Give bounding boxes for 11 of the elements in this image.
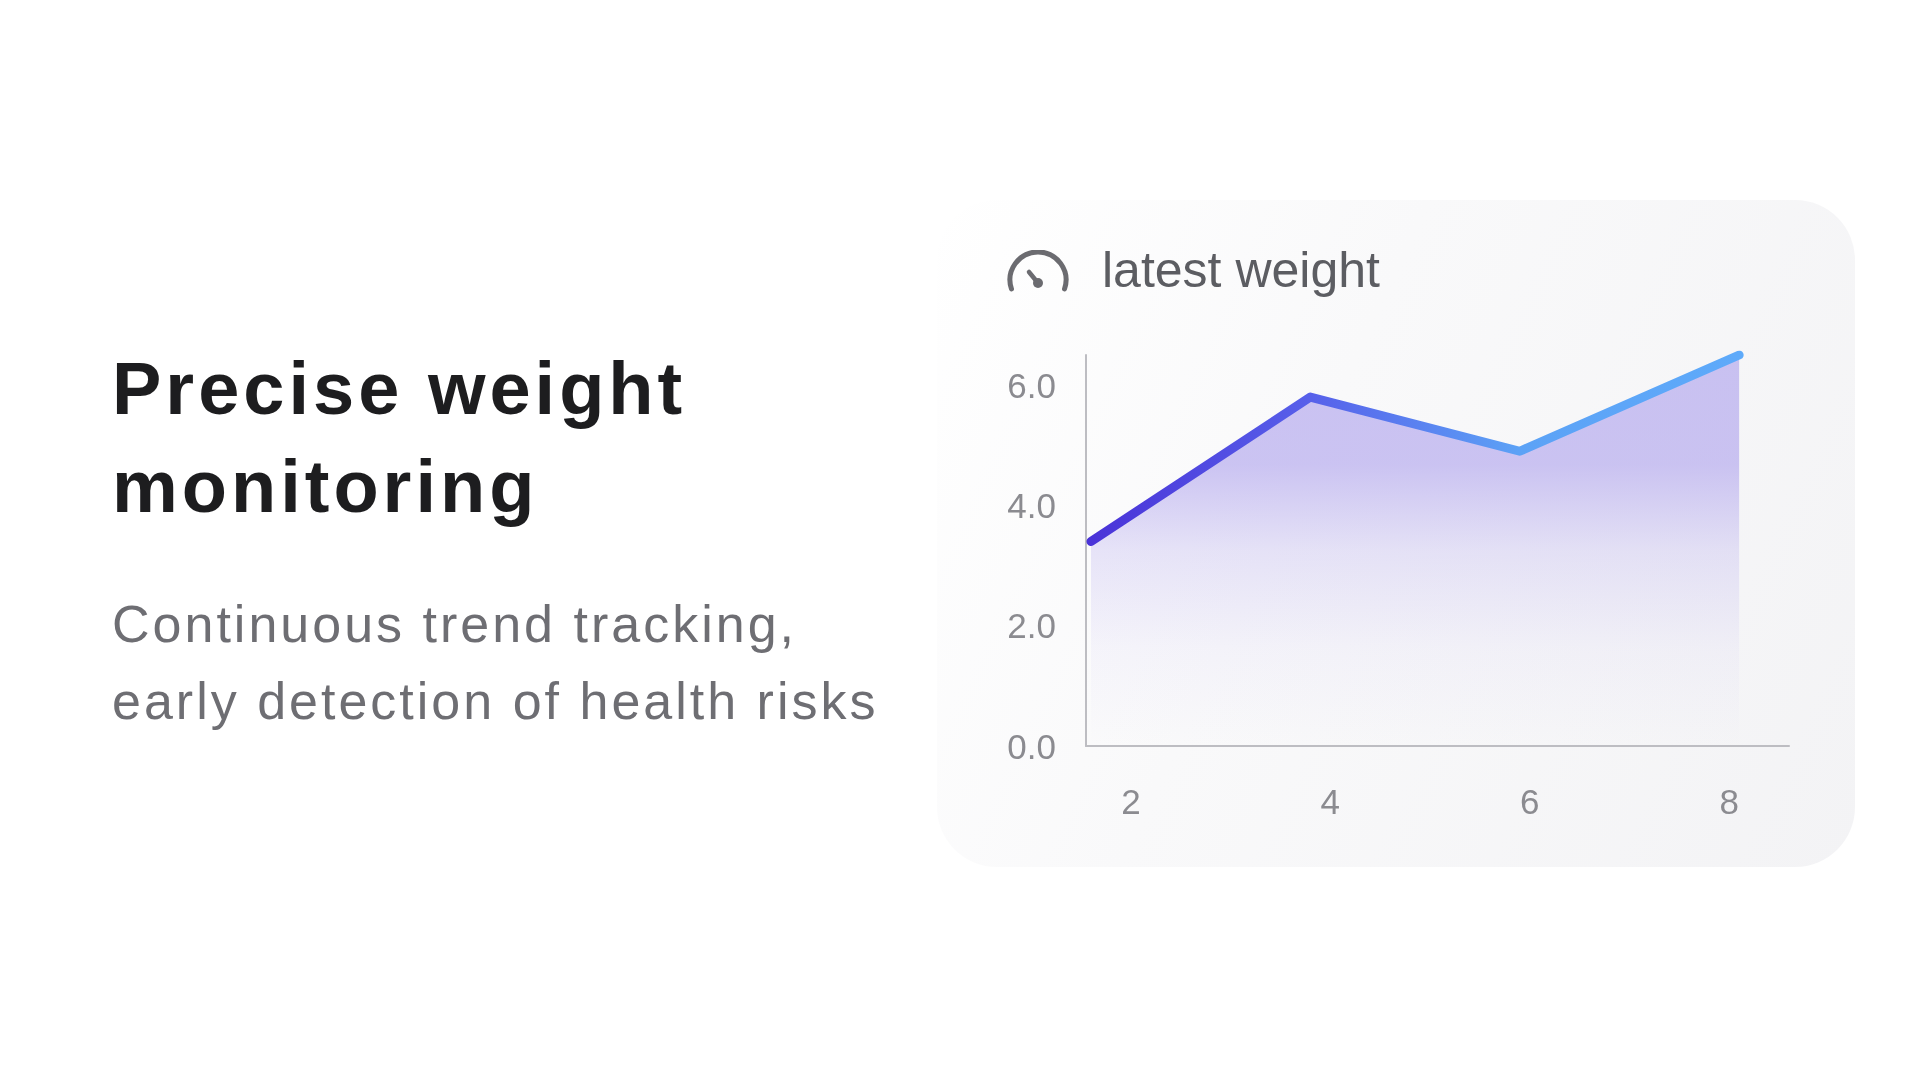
chart-title: latest weight bbox=[1102, 242, 1381, 298]
y-tick-label: 4.0 bbox=[1007, 485, 1056, 525]
x-tick-label: 2 bbox=[1121, 782, 1141, 821]
text: Precise weight monitoring bbox=[112, 346, 688, 530]
y-tick-label: 0.0 bbox=[1007, 726, 1056, 766]
text: Continuous trend tracking, early detection of health risks bbox=[112, 594, 880, 732]
y-tick-label: 2.0 bbox=[1007, 606, 1056, 646]
x-tick-label: 8 bbox=[1719, 782, 1739, 821]
x-tick-label: 6 bbox=[1520, 782, 1540, 821]
y-tick-label: 6.0 bbox=[1007, 365, 1056, 405]
x-tick-label: 4 bbox=[1320, 782, 1341, 821]
